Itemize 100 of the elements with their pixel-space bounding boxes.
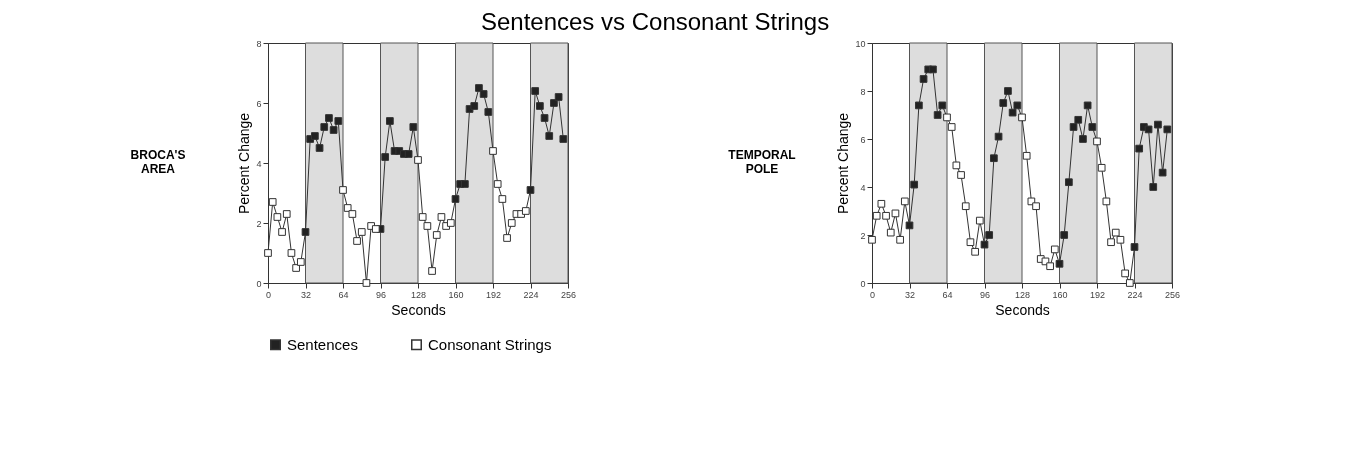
point: [1093, 137, 1101, 146]
legend-label: Sentences: [287, 335, 358, 353]
y-tick-label: 2: [256, 218, 262, 229]
point: [320, 123, 329, 131]
point: [896, 235, 904, 244]
point: [952, 161, 961, 170]
point: [938, 101, 947, 110]
x-tick-label: 64: [338, 289, 349, 300]
point: [348, 210, 357, 218]
y-tick-label: 4: [860, 182, 866, 193]
y-tick-label: 8: [256, 38, 262, 49]
text: Sentences vs Consonant Strings: [480, 7, 830, 35]
point: [1111, 228, 1120, 237]
point: [301, 228, 310, 236]
legend-label: Consonant Strings: [428, 335, 552, 353]
x-tick-label: 64: [942, 289, 953, 300]
point: [282, 210, 291, 218]
point: [985, 231, 994, 239]
x-tick-label: 128: [410, 289, 427, 300]
point: [489, 147, 497, 155]
point: [877, 199, 886, 208]
point: [507, 219, 516, 227]
point: [1149, 183, 1158, 191]
point: [961, 202, 970, 211]
point: [900, 197, 909, 206]
x-tick-label: 96: [375, 289, 387, 300]
point: [475, 84, 483, 92]
point: [446, 219, 455, 227]
y-axis-title: Percent Change: [236, 112, 253, 215]
point: [882, 211, 890, 220]
point: [1032, 202, 1040, 211]
point: [905, 221, 914, 230]
point: [418, 213, 427, 221]
point: [966, 238, 975, 247]
point: [933, 111, 942, 119]
y-tick-label: 6: [256, 98, 262, 109]
point: [1102, 197, 1111, 206]
point: [451, 195, 460, 203]
point: [423, 222, 432, 230]
point: [1163, 125, 1172, 134]
point: [325, 114, 333, 122]
point: [1013, 101, 1022, 110]
point: [357, 228, 366, 236]
point: [329, 126, 338, 134]
y-tick-label: 0: [860, 278, 866, 289]
point: [296, 258, 305, 266]
x-tick-label: 128: [1014, 289, 1031, 300]
point: [550, 99, 558, 107]
point: [1069, 123, 1078, 131]
y-tick-label: 8: [860, 86, 866, 97]
point: [484, 108, 493, 116]
point: [910, 180, 919, 189]
x-tick-label: 224: [523, 289, 539, 300]
point: [1008, 108, 1017, 117]
x-tick-label: 160: [448, 289, 464, 300]
point: [1022, 151, 1031, 160]
point: [1083, 101, 1092, 110]
point: [470, 102, 479, 110]
point: [1107, 238, 1115, 247]
point: [311, 132, 319, 140]
point: [1158, 168, 1167, 177]
y-tick-label: 0: [256, 278, 262, 289]
y-tick-label: 4: [256, 158, 262, 169]
x-tick-label: 192: [1089, 289, 1106, 300]
point: [503, 234, 511, 242]
point: [498, 195, 507, 203]
point: [386, 117, 394, 125]
point: [292, 264, 300, 272]
point: [287, 249, 296, 257]
point: [1055, 259, 1064, 268]
point: [381, 153, 390, 161]
point: [479, 90, 488, 98]
point: [1125, 279, 1134, 287]
point: [1130, 243, 1139, 251]
x-tick-label: 96: [979, 289, 991, 300]
point: [886, 228, 895, 237]
point: [919, 75, 928, 83]
y-tick-label: 6: [860, 134, 866, 145]
point: [493, 180, 502, 188]
point: [315, 144, 324, 152]
point: [343, 204, 352, 212]
point: [1088, 123, 1097, 131]
point: [461, 180, 469, 188]
point: [268, 198, 277, 206]
point: [975, 216, 984, 225]
x-tick-label: 160: [1052, 289, 1068, 300]
point: [404, 150, 413, 158]
point: [980, 240, 989, 249]
x-tick-label: 32: [904, 289, 916, 300]
point: [409, 123, 418, 131]
x-tick-label: 0: [869, 289, 876, 300]
point: [264, 249, 272, 257]
point: [278, 228, 286, 236]
point: [437, 213, 446, 221]
point: [339, 186, 347, 194]
x-tick-label: 0: [265, 289, 272, 300]
point: [531, 87, 540, 95]
x-axis-title: Seconds: [995, 301, 1050, 318]
text: BROCA'S AREA: [130, 148, 186, 176]
point: [957, 171, 965, 179]
